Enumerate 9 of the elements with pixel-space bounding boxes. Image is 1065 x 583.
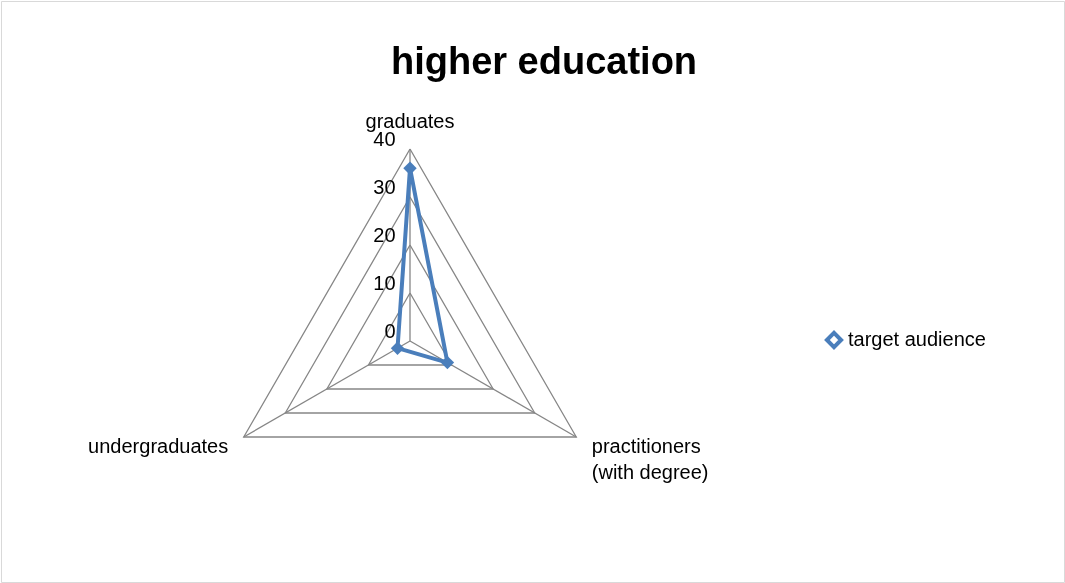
spoke-label: practitioners (with degree) (591, 435, 709, 483)
y-tick-label: 10 (373, 272, 396, 295)
y-tick-label: 0 (384, 320, 396, 343)
legend-label: target audience (848, 328, 986, 350)
spoke-label: undergraduates (88, 435, 229, 457)
chart-title: higher education (390, 40, 698, 82)
y-tick-label: 20 (373, 224, 396, 247)
spoke-label: graduates (365, 110, 455, 133)
y-tick-label: 30 (373, 176, 396, 199)
